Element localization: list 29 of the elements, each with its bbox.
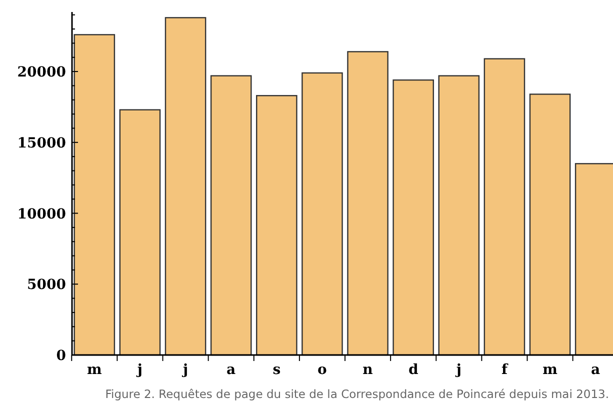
bar <box>347 51 388 356</box>
y-tick-label: 10000 <box>17 206 66 222</box>
y-tick-label: 20000 <box>17 64 66 81</box>
x-tick-label: a <box>591 362 600 378</box>
bar <box>119 109 161 356</box>
y-tick-label: 5000 <box>27 277 66 294</box>
x-tick-label: a <box>226 362 236 378</box>
bar <box>210 75 252 356</box>
bar <box>392 79 434 356</box>
bar <box>529 94 571 356</box>
bar <box>484 58 526 356</box>
x-tick-label: o <box>318 362 327 378</box>
x-tick-label: n <box>362 362 373 378</box>
x-tick-label: s <box>272 362 281 378</box>
x-tick-label: j <box>180 362 188 378</box>
y-tick-label: 15000 <box>17 135 66 152</box>
x-tick-label: j <box>454 362 462 378</box>
bar <box>438 75 480 356</box>
y-tick-label: 0 <box>56 348 66 364</box>
x-tick-label: f <box>501 362 508 378</box>
bar <box>256 95 298 356</box>
bar <box>74 34 116 356</box>
bar <box>164 17 206 356</box>
x-tick-label: m <box>87 362 102 378</box>
x-tick-label: j <box>135 362 143 378</box>
x-tick-label: d <box>408 362 418 378</box>
caption: Figure 2. Requêtes de page du site de la Correspondance de Poincaré depuis mai 2013. <box>105 387 609 401</box>
x-tick-label: m <box>542 362 558 378</box>
bar <box>302 72 343 356</box>
